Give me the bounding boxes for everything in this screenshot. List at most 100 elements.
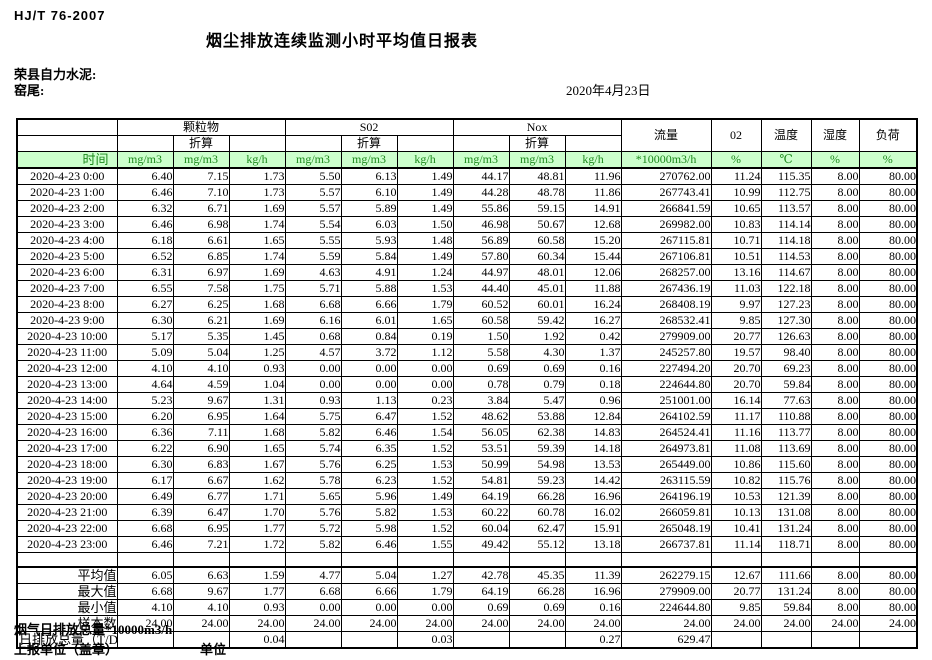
value-cell: 245257.80 xyxy=(620,344,712,361)
daily-total-value-cell: 0.03 xyxy=(396,631,454,649)
value-cell: 1.54 xyxy=(396,424,454,441)
summary-value-cell: 20.77 xyxy=(710,583,762,600)
value-cell: 59.15 xyxy=(508,200,566,217)
value-cell: 0.93 xyxy=(284,392,342,409)
value-cell: 11.17 xyxy=(710,408,762,425)
blank-cell xyxy=(710,552,762,568)
value-cell: 224644.80 xyxy=(620,376,712,393)
value-cell: 45.01 xyxy=(508,280,566,297)
table-row: 2020-4-23 1:00 6.46 7.10 1.73 5.57 6.10 1.49 44… xyxy=(16,184,918,201)
summary-value-cell: 4.10 xyxy=(172,599,230,616)
unit-header: kg/h xyxy=(228,151,286,169)
value-cell: 50.67 xyxy=(508,216,566,233)
table-row: 2020-4-23 7:00 6.55 7.58 1.75 5.71 5.88 1.53 44… xyxy=(16,280,918,297)
value-cell: 1.50 xyxy=(452,328,510,345)
value-cell: 1.69 xyxy=(228,312,286,329)
value-cell: 20.77 xyxy=(710,328,762,345)
value-cell: 6.35 xyxy=(340,440,398,457)
value-cell: 1.65 xyxy=(396,312,454,329)
value-cell: 5.59 xyxy=(284,248,342,265)
summary-value-cell: 6.68 xyxy=(284,583,342,600)
value-cell: 6.61 xyxy=(172,232,230,249)
value-cell: 6.25 xyxy=(172,296,230,313)
blank-cell xyxy=(116,552,174,568)
table-row: 2020-4-23 5:00 6.52 6.85 1.74 5.59 5.84 1.49 57… xyxy=(16,248,918,265)
value-cell: 0.84 xyxy=(340,328,398,345)
value-cell: 4.59 xyxy=(172,376,230,393)
value-cell: 1.04 xyxy=(228,376,286,393)
value-cell: 8.00 xyxy=(810,232,860,249)
value-cell: 5.54 xyxy=(284,216,342,233)
value-cell: 6.46 xyxy=(116,216,174,233)
converted-label-particulate: 折算 xyxy=(172,135,230,152)
value-cell: 1.73 xyxy=(228,184,286,201)
value-cell: 114.67 xyxy=(760,264,812,281)
value-cell: 126.63 xyxy=(760,328,812,345)
value-cell: 10.86 xyxy=(710,456,762,473)
time-cell: 2020-4-23 2:00 xyxy=(16,200,118,217)
value-cell: 0.00 xyxy=(396,376,454,393)
value-cell: 267743.41 xyxy=(620,184,712,201)
value-cell: 11.88 xyxy=(564,280,622,297)
value-cell: 6.68 xyxy=(284,296,342,313)
value-cell: 6.67 xyxy=(172,472,230,489)
header-humidity: 湿度 xyxy=(810,118,860,152)
value-cell: 4.57 xyxy=(284,344,342,361)
summary-row: 样本数 24.00 24.00 24.00 24.00 24.00 24.00 24.00 24… xyxy=(16,615,918,632)
value-cell: 112.75 xyxy=(760,184,812,201)
value-cell: 56.05 xyxy=(452,424,510,441)
value-cell: 60.58 xyxy=(452,312,510,329)
value-cell: 1.64 xyxy=(228,408,286,425)
value-cell: 1.65 xyxy=(228,232,286,249)
value-cell: 10.51 xyxy=(710,248,762,265)
value-cell: 60.34 xyxy=(508,248,566,265)
value-cell: 6.13 xyxy=(340,167,398,185)
summary-value-cell: 42.78 xyxy=(452,566,510,584)
value-cell: 268257.00 xyxy=(620,264,712,281)
table-row: 2020-4-23 18:00 6.30 6.83 1.67 5.76 6.25 1.53 5… xyxy=(16,456,918,473)
blank-cell xyxy=(620,552,712,568)
value-cell: 12.06 xyxy=(564,264,622,281)
summary-label: 最大值 xyxy=(16,583,118,600)
time-cell: 2020-4-23 8:00 xyxy=(16,296,118,313)
table-row: 2020-4-23 17:00 6.22 6.90 1.65 5.74 6.35 1.52 5… xyxy=(16,440,918,457)
table-row: 2020-4-23 20:00 6.49 6.77 1.71 5.65 5.96 1.49 6… xyxy=(16,488,918,505)
summary-value-cell: 59.84 xyxy=(760,599,812,616)
blank-corner-cell xyxy=(16,118,118,136)
blank-cell xyxy=(340,552,398,568)
summary-value-cell: 131.24 xyxy=(760,583,812,600)
value-cell: 62.47 xyxy=(508,520,566,537)
value-cell: 9.97 xyxy=(710,296,762,313)
table-row: 2020-4-23 22:00 6.68 6.95 1.77 5.72 5.98 1.52 6… xyxy=(16,520,918,537)
summary-value-cell: 0.93 xyxy=(228,599,286,616)
value-cell: 8.00 xyxy=(810,440,860,457)
value-cell: 6.18 xyxy=(116,232,174,249)
value-cell: 1.24 xyxy=(396,264,454,281)
header-o2: 02 xyxy=(710,118,762,152)
value-cell: 80.00 xyxy=(858,536,918,553)
summary-value-cell: 24.00 xyxy=(760,615,812,632)
value-cell: 8.00 xyxy=(810,167,860,185)
value-cell: 13.16 xyxy=(710,264,762,281)
unit-header: % xyxy=(810,151,860,169)
value-cell: 14.91 xyxy=(564,200,622,217)
summary-value-cell: 24.00 xyxy=(396,615,454,632)
value-cell: 16.24 xyxy=(564,296,622,313)
value-cell: 268408.19 xyxy=(620,296,712,313)
unit-header: mg/m3 xyxy=(284,151,342,169)
daily-total-value-cell xyxy=(508,631,566,649)
value-cell: 80.00 xyxy=(858,424,918,441)
value-cell: 20.70 xyxy=(710,360,762,377)
value-cell: 57.80 xyxy=(452,248,510,265)
value-cell: 6.46 xyxy=(116,536,174,553)
time-cell: 2020-4-23 23:00 xyxy=(16,536,118,553)
value-cell: 80.00 xyxy=(858,248,918,265)
value-cell: 1.52 xyxy=(396,472,454,489)
summary-value-cell: 24.00 xyxy=(228,615,286,632)
header-row-groups: 颗粒物 S02 Nox 流量 02 温度 湿度 负荷 xyxy=(16,118,918,152)
time-cell: 2020-4-23 5:00 xyxy=(16,248,118,265)
value-cell: 6.46 xyxy=(116,184,174,201)
table-row: 2020-4-23 6:00 6.31 6.97 1.69 4.63 4.91 1.24 44… xyxy=(16,264,918,281)
value-cell: 10.82 xyxy=(710,472,762,489)
